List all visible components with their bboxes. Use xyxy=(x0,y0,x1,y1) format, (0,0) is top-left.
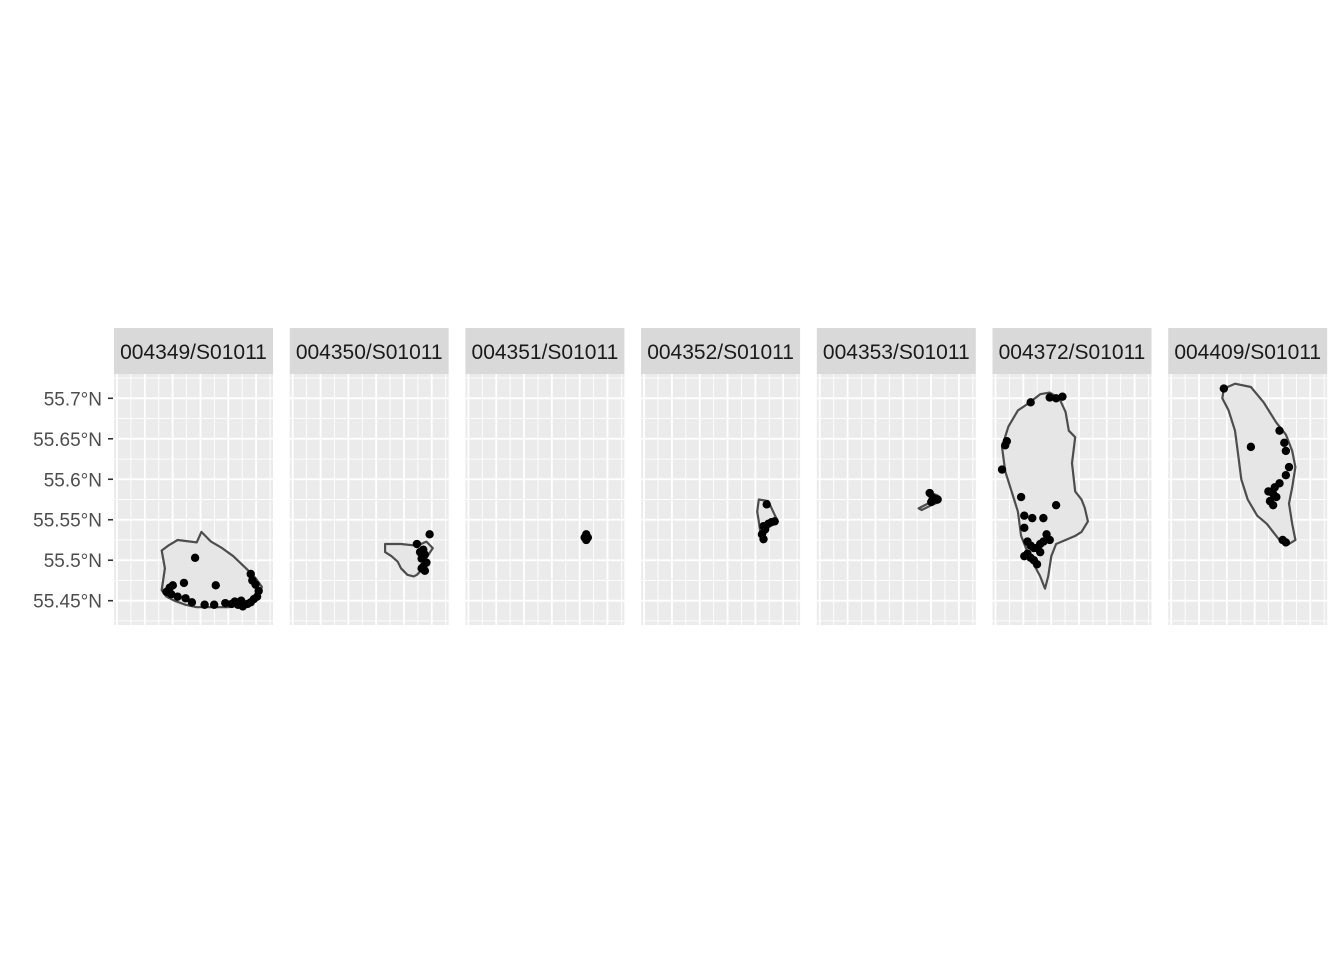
data-point xyxy=(248,576,257,585)
data-point xyxy=(187,598,197,607)
data-point xyxy=(412,539,422,549)
facet-strip-label: 004351/S01011 xyxy=(472,341,619,364)
data-point xyxy=(237,596,246,605)
y-tick-label: 55.6°N xyxy=(44,470,102,491)
facet-strip xyxy=(641,328,801,374)
data-point xyxy=(1246,442,1256,452)
data-point xyxy=(221,598,230,608)
data-point xyxy=(1020,511,1029,520)
facet-strip-label: 004349/S01011 xyxy=(120,341,267,364)
data-point xyxy=(1051,500,1061,510)
panel-contents xyxy=(580,530,593,545)
facet-strip-label: 004353/S01011 xyxy=(823,341,970,364)
facet-panel: 004351/S01011 xyxy=(465,328,625,625)
data-point xyxy=(1045,393,1054,402)
data-point xyxy=(1020,523,1029,533)
facet-strip xyxy=(992,328,1152,374)
data-point xyxy=(1275,426,1284,435)
facet-panel: 004349/S01011 xyxy=(114,328,273,625)
data-point xyxy=(1039,513,1048,523)
data-point xyxy=(1281,471,1291,480)
data-point xyxy=(1270,483,1279,492)
facet-panel: 004353/S01011 xyxy=(816,328,976,625)
data-point xyxy=(181,594,190,603)
panel-contents xyxy=(1219,382,1297,547)
data-point xyxy=(415,547,425,557)
facet-panel: 004352/S01011 xyxy=(641,328,801,625)
data-point xyxy=(1039,537,1048,546)
data-point xyxy=(933,495,942,504)
data-point xyxy=(1020,551,1029,561)
facet-strip xyxy=(1168,328,1328,374)
data-point xyxy=(1219,384,1229,393)
facet-panel: 004409/S01011 xyxy=(1168,328,1328,625)
data-point xyxy=(927,497,936,507)
facet-strip xyxy=(114,328,273,374)
panel-contents xyxy=(997,391,1090,590)
data-point xyxy=(1001,441,1010,450)
panel-contents xyxy=(384,530,434,578)
data-point xyxy=(997,465,1007,474)
data-point xyxy=(190,553,200,562)
data-point xyxy=(1272,492,1281,502)
data-point xyxy=(1058,392,1067,401)
data-point xyxy=(582,535,591,545)
data-point xyxy=(1032,560,1042,569)
facet-panel: 004372/S01011 xyxy=(992,328,1152,625)
data-point xyxy=(1281,538,1291,547)
data-point xyxy=(770,517,779,526)
facet-strip-label: 004350/S01011 xyxy=(296,341,443,364)
data-point xyxy=(230,597,240,606)
y-tick-label: 55.55°N xyxy=(33,511,102,532)
data-point xyxy=(759,534,768,544)
island-outline xyxy=(1000,391,1090,590)
panel-contents xyxy=(917,488,942,512)
facet-strip-label: 004372/S01011 xyxy=(999,341,1146,364)
y-tick-label: 55.65°N xyxy=(33,430,102,451)
facet-strip xyxy=(816,328,976,374)
data-point xyxy=(1281,446,1291,456)
data-point xyxy=(1268,500,1278,510)
data-point xyxy=(173,592,182,601)
facet-panel: 004350/S01011 xyxy=(289,328,449,625)
facet-strip xyxy=(465,328,625,374)
facet-strip xyxy=(289,328,449,374)
data-point xyxy=(1028,513,1037,523)
data-point xyxy=(179,578,189,588)
data-point xyxy=(762,500,771,509)
data-point xyxy=(417,564,426,573)
data-point xyxy=(425,530,434,539)
data-point xyxy=(1045,535,1054,545)
y-axis: 55.45°N 55.5°N 55.55°N 55.6°N 55.65°N 55.7°N xyxy=(33,389,113,613)
data-point xyxy=(1284,462,1294,472)
data-point xyxy=(211,581,220,590)
panel-contents xyxy=(160,530,263,611)
data-point xyxy=(254,586,263,596)
y-tick-label: 55.7°N xyxy=(44,389,102,410)
data-point xyxy=(1280,438,1289,448)
data-point xyxy=(209,600,219,609)
data-point xyxy=(200,600,209,609)
data-point xyxy=(168,581,178,590)
data-point xyxy=(1051,394,1061,403)
y-tick-label: 55.45°N xyxy=(33,592,102,613)
data-point xyxy=(1036,547,1045,557)
facet-strip-label: 004352/S01011 xyxy=(647,341,794,364)
data-point xyxy=(1026,398,1035,407)
data-point xyxy=(1016,492,1026,502)
facet-strip-label: 004409/S01011 xyxy=(1174,341,1321,364)
panel-contents xyxy=(756,498,779,544)
facet-panels: 004349/S01011 004350/S01011 004351/S01011 0… xyxy=(114,328,1328,625)
data-point xyxy=(167,590,176,599)
data-point xyxy=(246,569,255,579)
y-tick-label: 55.5°N xyxy=(44,551,102,572)
